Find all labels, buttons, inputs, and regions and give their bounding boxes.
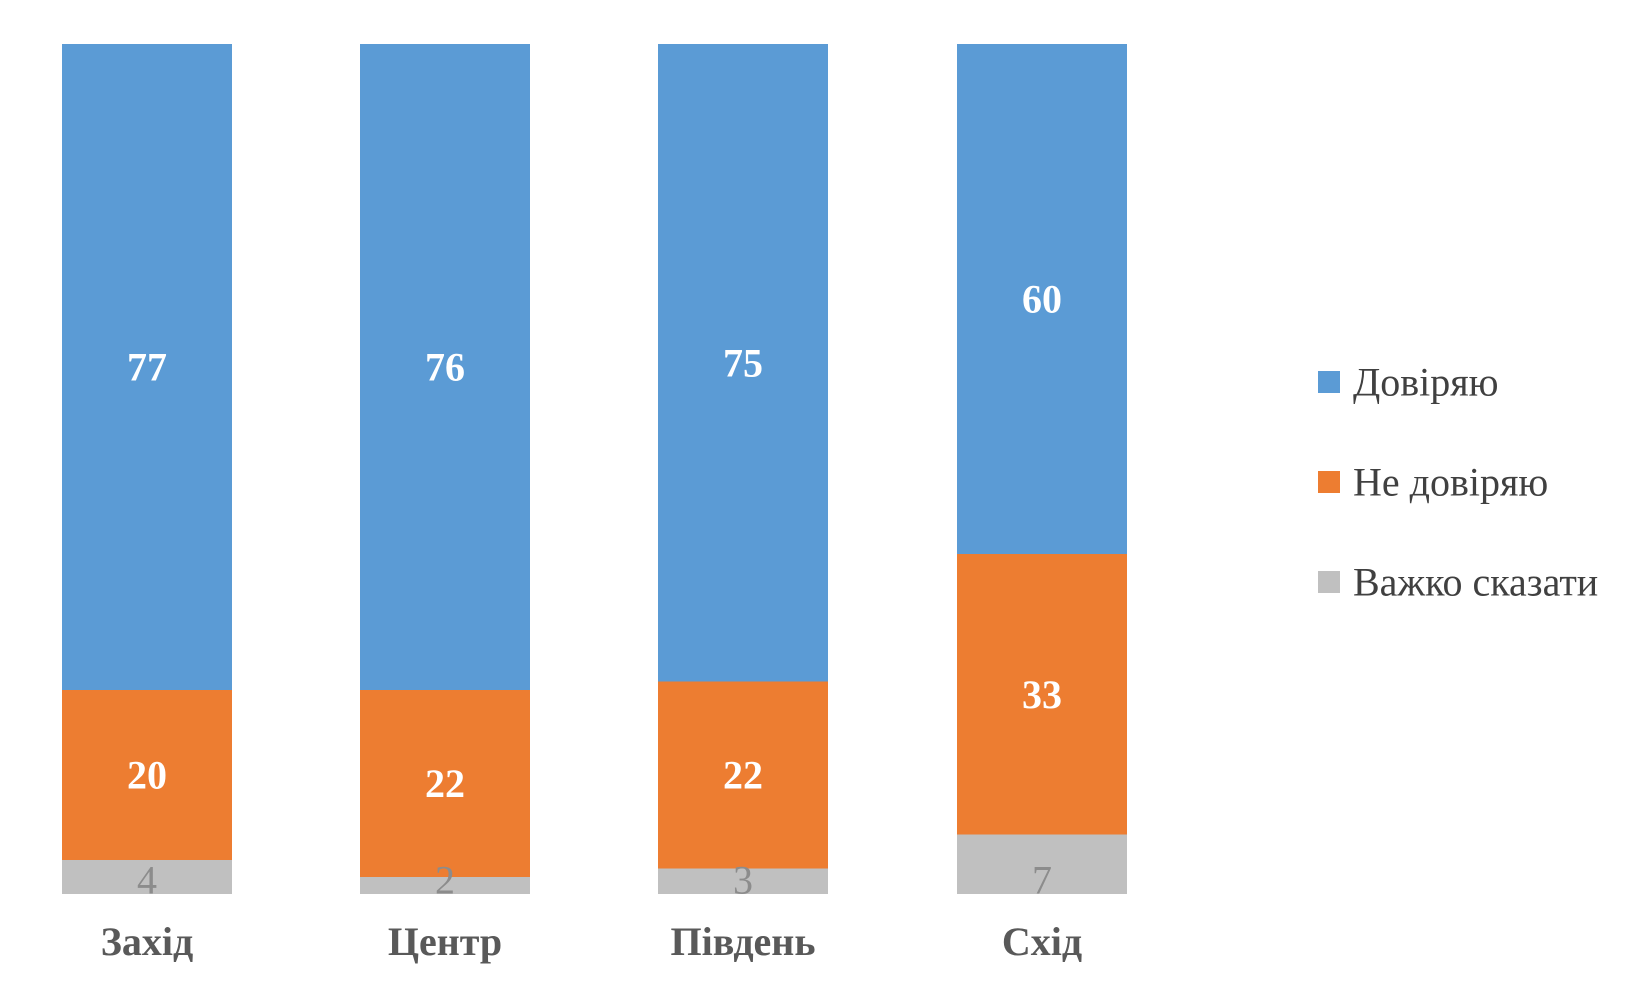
legend-label-series-2: Довіряю xyxy=(1353,360,1499,405)
data-label-series-1-3: 22 xyxy=(723,753,763,798)
bar-segment-series-1-2 xyxy=(360,690,530,877)
legend-swatch-series-0 xyxy=(1318,571,1340,593)
category-label-2: Центр xyxy=(388,919,502,964)
legend-swatch-series-1 xyxy=(1318,471,1340,493)
category-label-3: Південь xyxy=(670,919,815,964)
bar-segment-series-0-2 xyxy=(360,877,530,894)
data-label-series-0-1: 4 xyxy=(137,858,157,903)
legend-label-series-0: Важко сказати xyxy=(1353,560,1598,605)
bar-segment-series-1-3 xyxy=(658,681,828,869)
bar-segment-series-0-1 xyxy=(62,860,232,894)
data-label-series-0-2: 2 xyxy=(435,858,455,903)
legend-swatch-series-2 xyxy=(1318,371,1340,393)
legend: Довіряю Не довіряю Важко сказати xyxy=(1318,360,1598,605)
bar-segment-series-2-2 xyxy=(360,44,530,690)
category-labels-group: Захід Центр Південь Схід xyxy=(101,919,1082,964)
bar-segment-series-2-3 xyxy=(658,44,828,682)
bar-segment-series-1-4 xyxy=(957,554,1127,835)
data-label-series-0-4: 7 xyxy=(1032,858,1052,903)
bar-segment-series-2-1 xyxy=(62,44,232,690)
data-label-series-2-1: 77 xyxy=(127,345,167,390)
data-label-series-1-4: 33 xyxy=(1022,672,1062,717)
data-label-series-2-2: 76 xyxy=(425,345,465,390)
bars-group xyxy=(62,44,1127,894)
bar-segment-series-1-1 xyxy=(62,690,232,860)
data-label-series-2-3: 75 xyxy=(723,340,763,385)
bar-segment-series-0-4 xyxy=(957,834,1127,894)
category-label-1: Захід xyxy=(101,919,193,964)
legend-label-series-1: Не довіряю xyxy=(1353,460,1548,505)
category-label-4: Схід xyxy=(1002,919,1082,964)
data-label-series-2-4: 60 xyxy=(1022,277,1062,322)
data-label-series-1-1: 20 xyxy=(127,753,167,798)
bar-segment-series-2-4 xyxy=(957,44,1127,554)
data-label-series-1-2: 22 xyxy=(425,761,465,806)
data-label-series-0-3: 3 xyxy=(733,858,753,903)
bar-segment-series-0-3 xyxy=(658,868,828,894)
